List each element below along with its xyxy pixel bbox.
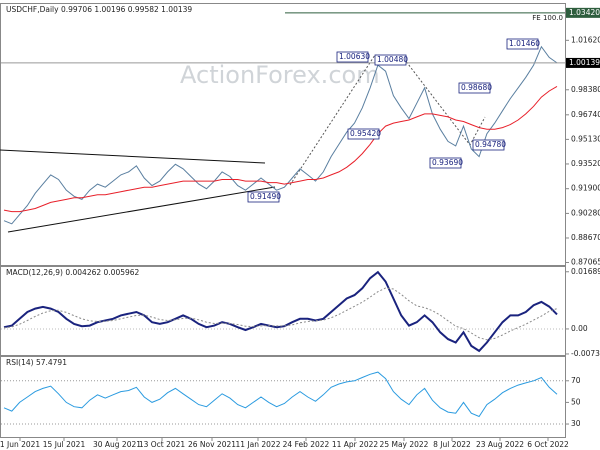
trend-line [7,186,276,233]
rsi-title: RSI(14) 57.4791 [6,358,67,367]
y-tick-label: 0.95130 [571,134,600,143]
macd-panel [0,266,566,356]
price-annotation-box [472,139,505,151]
y-tick-label: 0.91900 [571,184,600,193]
y-tick-label: 0.98380 [571,85,600,94]
price-annotation-box [347,128,380,140]
series-line [3,45,558,225]
series-line [3,270,558,353]
x-tick-label: 23 Aug 2022 [476,440,524,449]
price-panel [0,3,566,266]
rsi-panel [0,356,566,438]
macd-title: MACD(12,26,9) 0.004262 0.005962 [6,268,140,277]
price-annotation: 1.00630 [339,52,370,61]
y-tick-label: 0.87065 [571,257,600,266]
price-annotation-box [247,191,280,203]
x-tick-label: 26 Nov 2021 [188,440,236,449]
y-tick-label: 50 [571,397,581,406]
price-annotation: 0.94780 [475,140,506,149]
fe-label: FE 100.0 [532,14,563,22]
x-tick-label: 11 Apr 2022 [332,440,379,449]
last-price-label: 1.00139 [569,58,600,67]
y-tick-label: 0.93520 [571,159,600,168]
series-line [3,85,558,213]
x-tick-label: 15 Jul 2021 [43,440,86,449]
price-annotation: 0.91490 [250,192,281,201]
x-tick-label: 25 May 2022 [380,440,429,449]
price-annotation-box [374,54,407,66]
trend-line [0,149,266,164]
y-tick-label: 0.016893 [571,267,600,276]
x-tick-label: 24 Feb 2022 [283,440,330,449]
x-tick-label: 13 Oct 2021 [139,440,186,449]
x-tick-label: 8 Jul 2022 [433,440,471,449]
x-tick-label: 1 Jun 2021 [0,440,40,449]
y-tick-label: 30 [571,419,581,428]
price-annotation: 0.95420 [350,129,381,138]
fe-price-label: 1.03420 [569,8,600,17]
series-line [3,371,558,418]
price-annotation-box [458,82,491,94]
last-price-box [566,57,600,68]
x-tick-label: 11 Jan 2022 [236,440,281,449]
price-annotation-box [506,38,539,50]
price-annotation: 0.98680 [461,83,492,92]
y-tick-label: 0.00 [571,324,588,333]
y-tick-label: -0.007393 [571,349,600,358]
fe-box [566,7,600,18]
watermark: ActionForex.com [180,61,380,89]
price-annotation: 0.93690 [432,158,463,167]
y-tick-label: 0.88670 [571,233,600,242]
price-annotation: 1.01460 [509,39,540,48]
price-annotation: 1.00480 [377,55,408,64]
y-tick-label: 0.96740 [571,110,600,119]
x-tick-label: 30 Aug 2021 [93,440,141,449]
x-tick-label: 6 Oct 2022 [527,440,569,449]
y-tick-label: 0.90280 [571,208,600,217]
y-tick-label: 1.01620 [571,35,600,44]
y-tick-label: 70 [571,376,581,385]
price-annotation-box [336,51,369,63]
chart-title: USDCHF,Daily 0.99706 1.00196 0.99582 1.0… [6,5,192,14]
series-line [3,287,558,341]
price-annotation-box [429,157,462,169]
